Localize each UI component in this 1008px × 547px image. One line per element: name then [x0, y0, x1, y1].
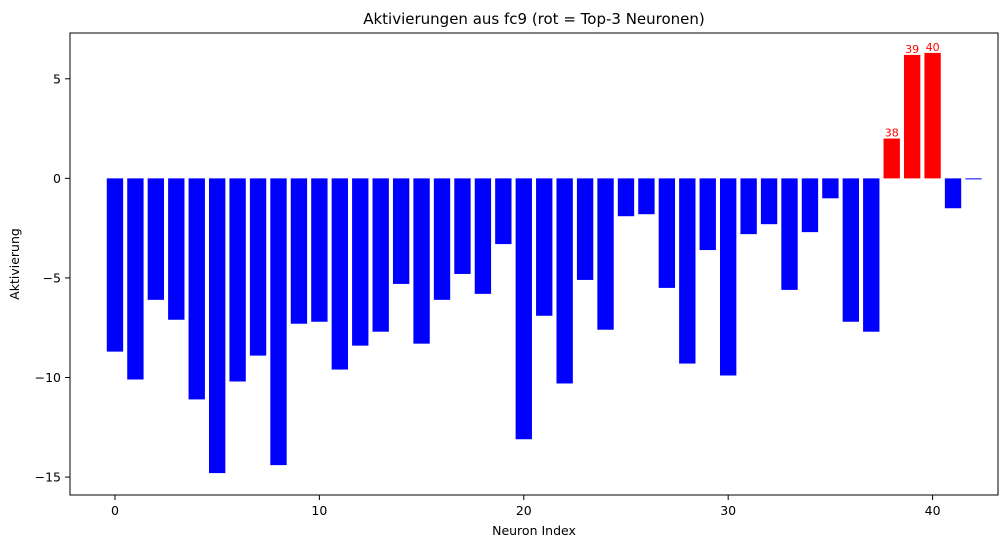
bar	[781, 178, 798, 290]
bar	[270, 178, 287, 466]
bar	[147, 178, 165, 300]
bar-top	[903, 54, 921, 179]
bar	[822, 178, 839, 199]
chart-title: Aktivierungen aus fc9 (rot = Top-3 Neuro…	[363, 10, 705, 28]
bar	[372, 178, 389, 332]
y-tick-label: 0	[53, 171, 61, 186]
bar	[556, 178, 573, 384]
bar	[679, 178, 696, 364]
data-labels-group: 38 39 40	[885, 41, 940, 140]
bar	[127, 178, 144, 380]
y-tick-label: −15	[35, 470, 61, 485]
bar	[638, 178, 655, 215]
bar	[842, 178, 860, 322]
bar	[515, 178, 532, 440]
bar	[352, 178, 369, 346]
y-axis-ticks: −15 −10 −5 0 5	[35, 71, 70, 485]
x-tick-label: 40	[925, 503, 941, 518]
x-tick-label: 0	[111, 503, 119, 518]
bar	[617, 178, 635, 217]
x-axis-label: Neuron Index	[492, 523, 576, 538]
bar	[965, 178, 982, 180]
bar	[760, 178, 778, 225]
plot-frame	[69, 32, 999, 496]
bar	[740, 178, 757, 235]
bar	[801, 178, 819, 233]
bar	[188, 178, 205, 400]
bar	[208, 178, 226, 474]
y-tick-label: −10	[35, 370, 61, 385]
bar-data-label: 38	[885, 127, 899, 140]
bar	[311, 178, 328, 322]
bar-top	[924, 52, 941, 179]
bar	[331, 178, 348, 370]
bar	[699, 178, 716, 251]
y-axis-label: Aktivierung	[7, 228, 22, 300]
bar	[249, 178, 267, 356]
bar-data-label: 40	[926, 41, 940, 54]
bar	[658, 178, 676, 288]
x-tick-label: 10	[311, 503, 327, 518]
bar	[863, 178, 880, 332]
bar	[229, 178, 246, 382]
bar	[454, 178, 471, 274]
bars-group	[106, 52, 982, 474]
bar	[536, 178, 553, 316]
x-tick-label: 30	[720, 503, 736, 518]
x-tick-label: 20	[516, 503, 532, 518]
bar	[495, 178, 512, 245]
y-tick-label: 5	[53, 71, 61, 86]
bar-top	[883, 138, 900, 179]
bar	[474, 178, 492, 294]
bar	[944, 178, 962, 209]
bar	[392, 178, 410, 284]
x-axis-ticks: 0 10 20 30 40	[111, 495, 941, 518]
bar	[290, 178, 308, 324]
bar	[106, 178, 124, 352]
bar	[576, 178, 594, 280]
bar	[413, 178, 430, 344]
bar	[720, 178, 737, 376]
bar	[168, 178, 185, 320]
y-tick-label: −5	[43, 270, 61, 285]
bar	[433, 178, 451, 300]
bar	[597, 178, 614, 330]
bar-data-label: 39	[905, 43, 919, 56]
